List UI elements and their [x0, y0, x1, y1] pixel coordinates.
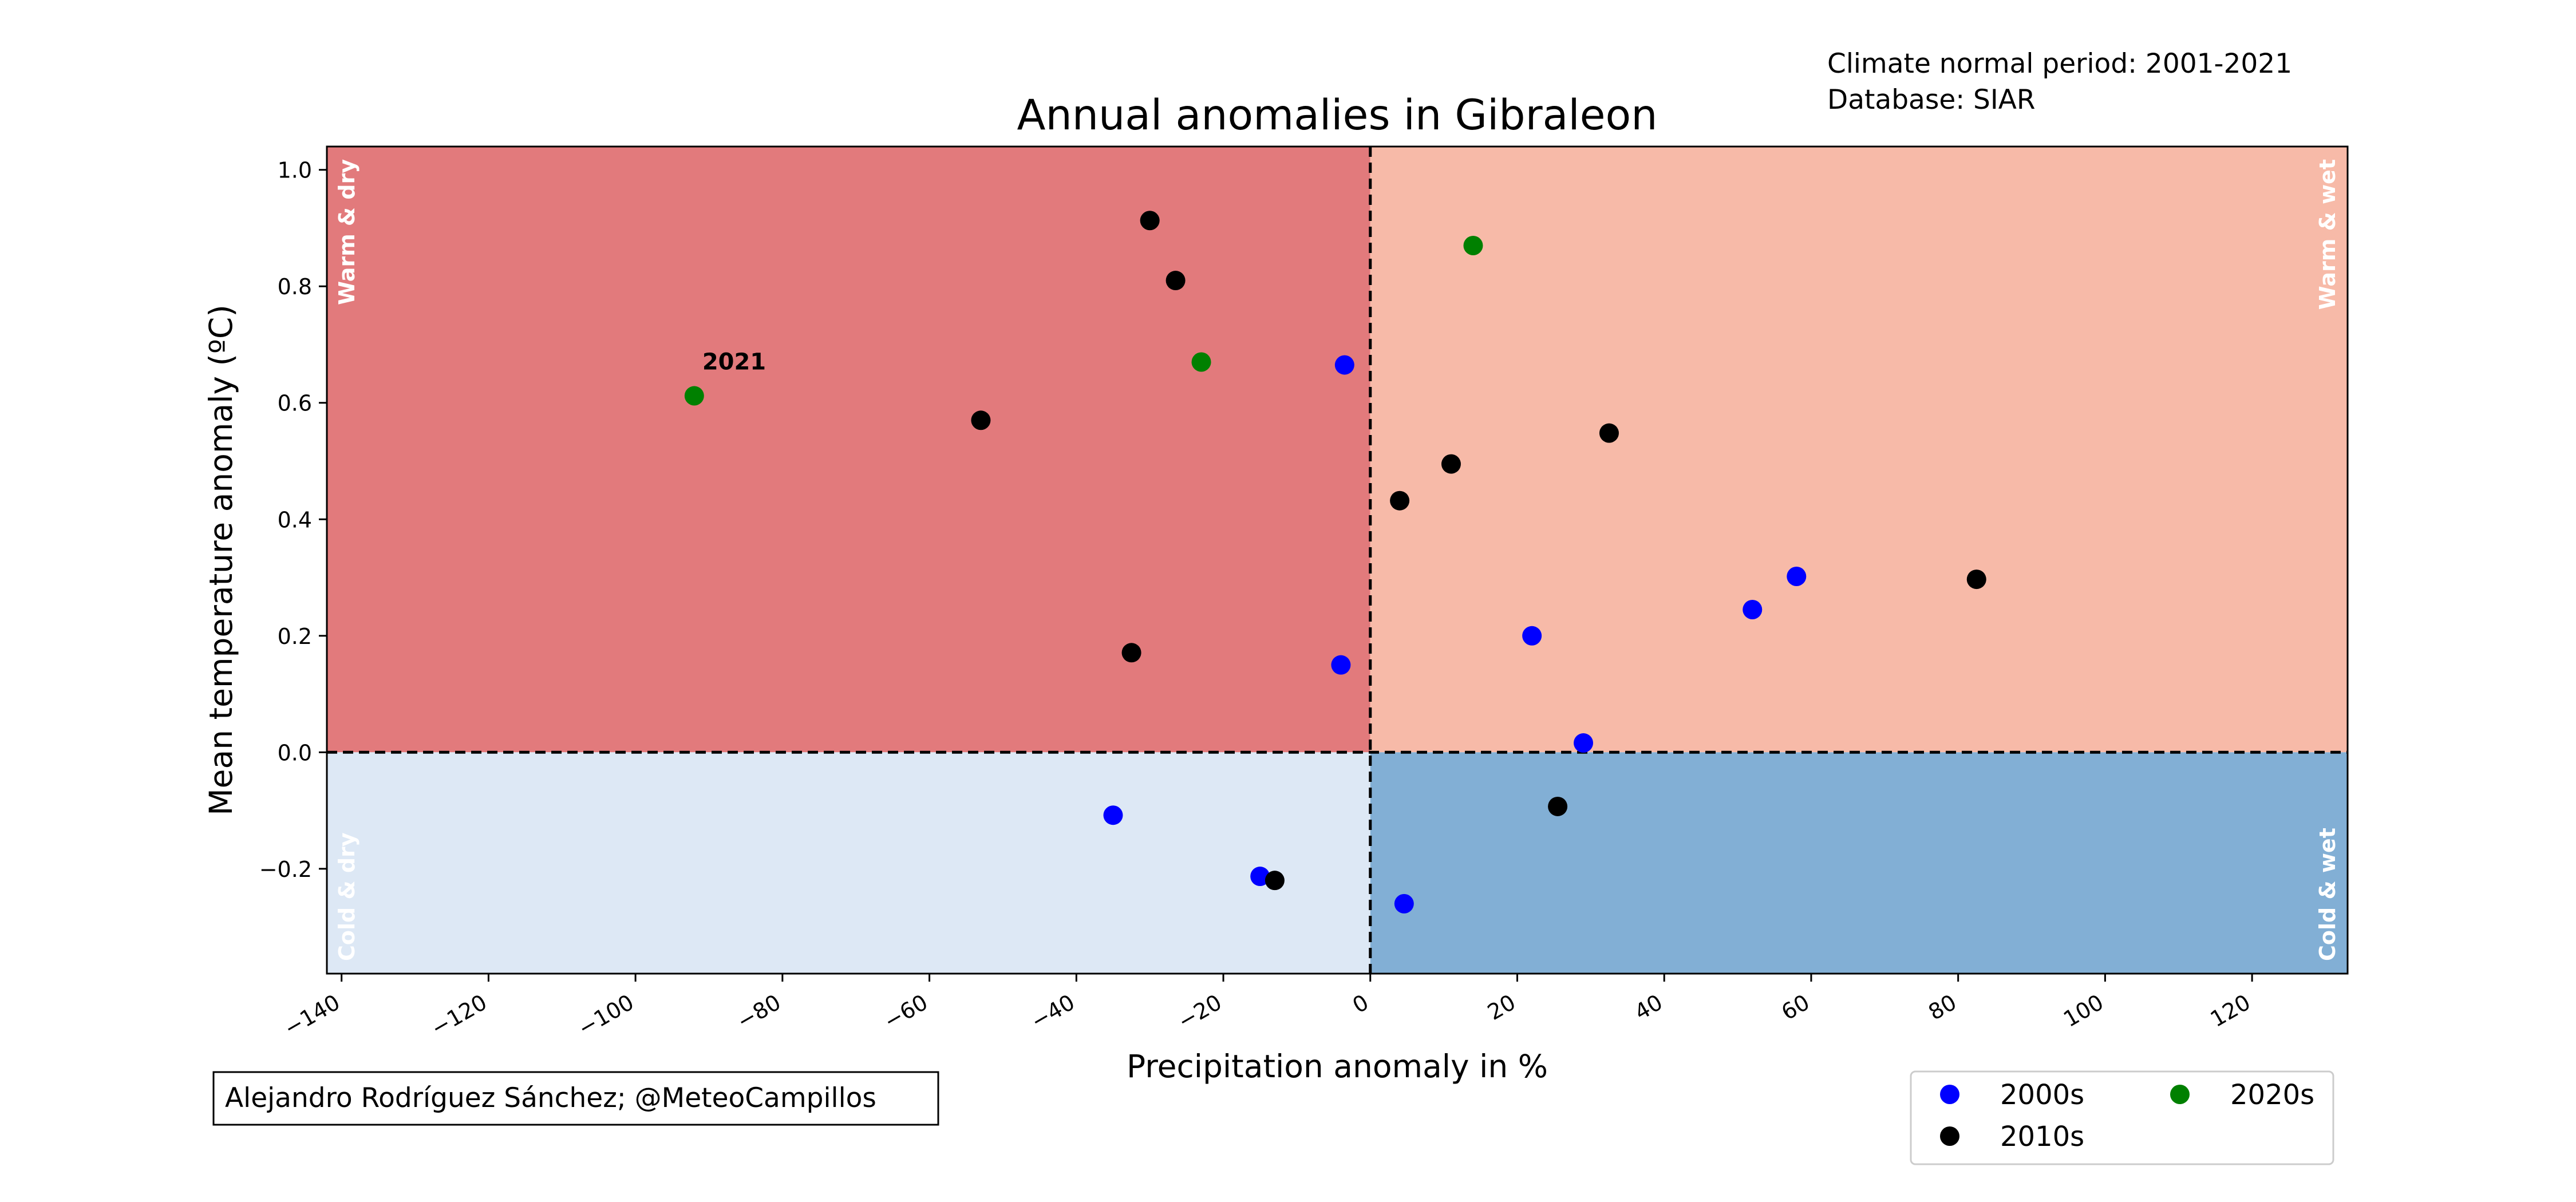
legend-label-2000s: 2000s: [2000, 1079, 2084, 1111]
x-tick-label: −60: [880, 990, 932, 1034]
chart-title: Annual anomalies in Gibraleon: [1017, 91, 1658, 140]
point-2010s: [1121, 643, 1141, 663]
quadrant-warm-dry: [327, 147, 1370, 753]
reference-lines: [327, 147, 2348, 974]
climate-normal-period-text: Climate normal period: 2001-2021: [1827, 48, 2292, 80]
quadrant-warm-wet: [1370, 147, 2348, 753]
y-tick-label: −0.2: [259, 857, 312, 882]
x-tick-label: 80: [1924, 990, 1961, 1025]
x-tick-label: 120: [2206, 990, 2255, 1032]
quadrant-labels: Warm & dry Warm & wet Cold & dry Cold & wet: [334, 159, 2340, 961]
quadrant-cold-dry: [327, 752, 1370, 974]
y-axis-ticks: −0.2 0.0 0.2 0.4 0.6 0.8 1.0: [259, 158, 327, 882]
point-2010s: [1390, 491, 1410, 511]
x-tick-label: 100: [2059, 990, 2108, 1032]
x-tick-label: 0: [1348, 990, 1373, 1018]
point-2020s: [1191, 352, 1211, 372]
quadrant-label-warm-wet: Warm & wet: [2315, 159, 2340, 310]
point-2020s: [684, 386, 704, 406]
x-tick-label: −100: [574, 990, 638, 1041]
point-2010s: [1966, 570, 1986, 590]
annotations: 2021: [702, 349, 766, 375]
x-tick-label: −120: [427, 990, 491, 1041]
point-2010s: [1599, 423, 1619, 443]
quadrant-label-cold-wet: Cold & wet: [2315, 828, 2340, 961]
x-tick-label: 40: [1630, 990, 1667, 1025]
point-2000s: [1574, 733, 1594, 753]
x-tick-label: 60: [1777, 990, 1814, 1025]
y-tick-label: 0.6: [278, 391, 312, 416]
quadrant-label-cold-dry: Cold & dry: [334, 832, 359, 961]
x-axis-label: Precipitation anomaly in %: [1127, 1048, 1548, 1085]
point-2000s: [1743, 599, 1763, 619]
point-2000s: [1331, 655, 1351, 675]
quadrant-cold-wet: [1370, 752, 2348, 974]
y-axis-label: Mean temperature anomaly (ºC): [203, 305, 239, 816]
point-2010s: [1140, 211, 1160, 231]
point-2020s: [1463, 235, 1483, 255]
point-2000s: [1103, 805, 1123, 825]
quadrant-backgrounds: [327, 147, 2348, 974]
x-tick-label: 20: [1483, 990, 1520, 1025]
point-2000s: [1394, 893, 1414, 914]
point-2000s: [1787, 566, 1807, 586]
legend-frame: [1910, 1070, 2334, 1165]
annotation-label: 2021: [702, 349, 766, 375]
legend-marker-2000s: [1940, 1085, 1959, 1104]
legend-label-2020s: 2020s: [2230, 1079, 2314, 1111]
point-2000s: [1334, 355, 1354, 375]
credit-box: Alejandro Rodríguez Sánchez; @MeteoCampi…: [212, 1071, 939, 1126]
y-tick-label: 0.2: [278, 624, 312, 649]
point-2010s: [1441, 454, 1461, 474]
credit-text: Alejandro Rodríguez Sánchez; @MeteoCampi…: [225, 1082, 876, 1114]
x-tick-label: −20: [1174, 990, 1226, 1034]
point-2000s: [1522, 626, 1542, 646]
x-tick-label: −140: [280, 990, 344, 1041]
data-points: [684, 211, 1986, 914]
point-2010s: [1548, 796, 1568, 816]
plot-frame: [326, 145, 2349, 975]
legend-label-2010s: 2010s: [2000, 1121, 2084, 1153]
point-2010s: [1265, 871, 1285, 891]
x-tick-label: −80: [733, 990, 785, 1034]
point-2010s: [1165, 271, 1186, 291]
point-2000s: [1250, 867, 1270, 887]
x-axis-ticks: −140 −120 −100 −80 −60 −40 −20 0 20 40 60 80 100 120: [280, 974, 2255, 1041]
quadrant-label-warm-dry: Warm & dry: [334, 159, 359, 305]
point-2010s: [971, 410, 991, 430]
database-text: Database: SIAR: [1827, 84, 2036, 116]
legend-marker-2020s: [2170, 1085, 2190, 1104]
legend-marker-2010s: [1940, 1126, 1959, 1146]
y-tick-label: 0.4: [278, 507, 312, 532]
legend: 2000s 2010s 2020s: [1910, 1070, 2334, 1165]
y-tick-label: 0.0: [278, 740, 312, 765]
x-tick-label: −40: [1026, 990, 1078, 1034]
y-tick-label: 1.0: [278, 158, 312, 183]
y-tick-label: 0.8: [278, 274, 312, 299]
